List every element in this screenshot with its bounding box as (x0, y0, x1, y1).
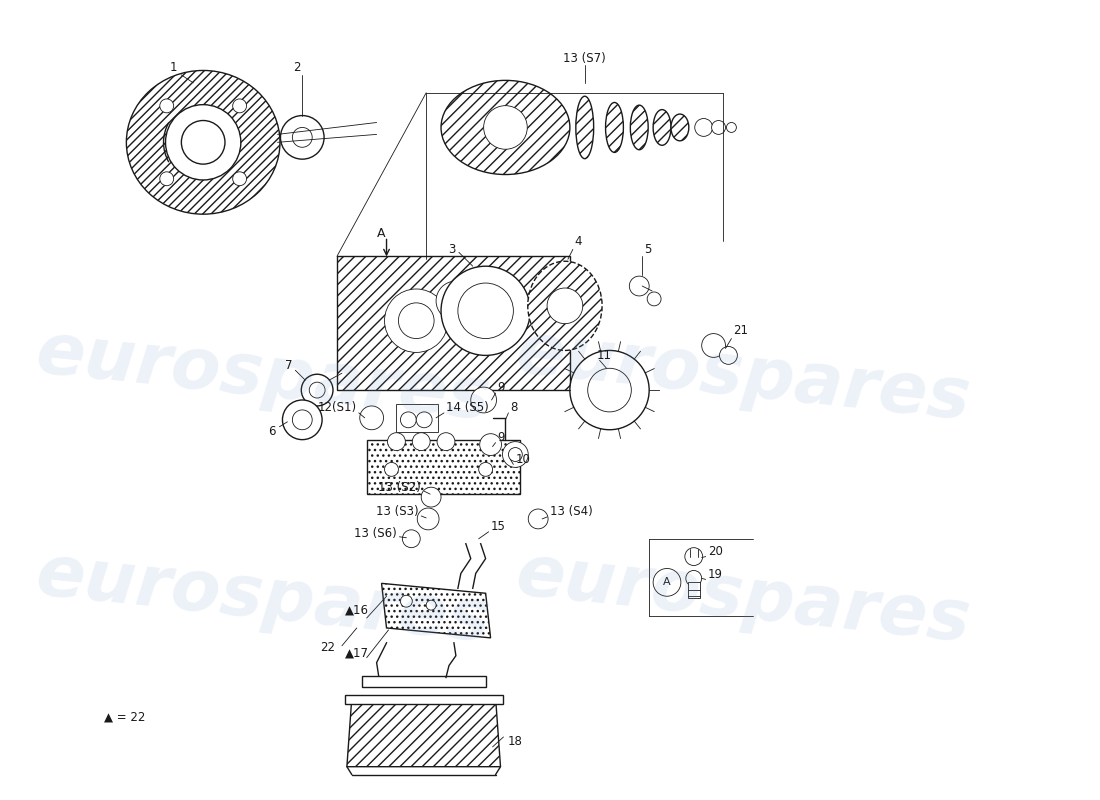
Circle shape (647, 292, 661, 306)
Text: 19: 19 (707, 568, 723, 581)
Bar (366, 440, 520, 494)
Text: 6: 6 (268, 426, 275, 438)
Bar (362, 675, 485, 687)
Text: 4: 4 (575, 235, 582, 248)
Text: ▲16: ▲16 (345, 604, 368, 617)
Text: 5: 5 (645, 243, 651, 256)
Text: 15: 15 (491, 520, 506, 534)
Circle shape (293, 127, 312, 147)
Ellipse shape (441, 80, 570, 174)
Polygon shape (382, 583, 491, 638)
Circle shape (570, 350, 649, 430)
Text: ▲ = 22: ▲ = 22 (104, 710, 145, 724)
Circle shape (436, 281, 475, 321)
Circle shape (160, 172, 174, 186)
Circle shape (165, 105, 241, 180)
Bar (396, 404, 438, 432)
Bar (337, 256, 570, 390)
Circle shape (629, 276, 649, 296)
Circle shape (309, 382, 326, 398)
Text: 12(S1): 12(S1) (318, 402, 356, 414)
Circle shape (484, 106, 527, 150)
Text: A: A (663, 578, 671, 587)
Text: eurospares: eurospares (33, 318, 494, 434)
Bar (688, 582, 700, 598)
Circle shape (719, 346, 737, 364)
Text: 18: 18 (507, 735, 522, 749)
Text: 21: 21 (734, 324, 748, 337)
Text: 13 (S7): 13 (S7) (563, 51, 606, 65)
Circle shape (653, 569, 681, 596)
Polygon shape (345, 695, 504, 704)
Ellipse shape (575, 96, 594, 158)
Circle shape (412, 433, 430, 450)
Circle shape (508, 447, 522, 462)
Text: 8: 8 (510, 402, 518, 414)
Ellipse shape (671, 114, 689, 141)
Text: eurospares: eurospares (33, 540, 494, 657)
Circle shape (400, 595, 412, 607)
Circle shape (385, 462, 398, 476)
Ellipse shape (606, 102, 624, 153)
Circle shape (441, 266, 530, 355)
Circle shape (503, 442, 528, 467)
Text: 13 (S4): 13 (S4) (550, 506, 593, 518)
Text: 13 (S2): 13 (S2) (378, 481, 421, 494)
Circle shape (480, 434, 502, 455)
Circle shape (458, 283, 514, 338)
Circle shape (528, 509, 548, 529)
Text: 13 (S6): 13 (S6) (354, 527, 396, 540)
Circle shape (695, 118, 713, 136)
Circle shape (417, 508, 439, 530)
Ellipse shape (528, 262, 602, 350)
Text: eurospares: eurospares (513, 318, 974, 434)
Text: ▲17: ▲17 (345, 646, 368, 659)
Circle shape (587, 368, 631, 412)
Text: 13 (S3): 13 (S3) (375, 506, 418, 518)
Text: 2: 2 (294, 62, 301, 74)
Circle shape (301, 374, 333, 406)
Text: A: A (377, 227, 386, 240)
Circle shape (182, 121, 225, 164)
Ellipse shape (630, 105, 648, 150)
Circle shape (387, 433, 406, 450)
Circle shape (233, 172, 246, 186)
Text: eurospares: eurospares (513, 540, 974, 657)
Text: 22: 22 (320, 642, 336, 654)
Text: 10: 10 (516, 453, 530, 466)
Circle shape (416, 412, 432, 428)
Circle shape (547, 288, 583, 324)
Ellipse shape (126, 70, 280, 214)
Polygon shape (346, 698, 500, 766)
Circle shape (712, 121, 726, 134)
Circle shape (685, 548, 703, 566)
Circle shape (478, 462, 493, 476)
Text: 3: 3 (449, 243, 455, 256)
Circle shape (421, 487, 441, 507)
Circle shape (160, 99, 174, 113)
Circle shape (437, 433, 455, 450)
Circle shape (726, 122, 736, 133)
Circle shape (702, 334, 726, 358)
Text: 7: 7 (285, 359, 293, 372)
Circle shape (293, 410, 312, 430)
Circle shape (280, 115, 324, 159)
Circle shape (233, 99, 246, 113)
Circle shape (471, 387, 496, 413)
Text: 9: 9 (497, 381, 505, 394)
Circle shape (685, 570, 702, 586)
Text: 1: 1 (169, 62, 177, 74)
Ellipse shape (653, 110, 671, 146)
Text: 9: 9 (497, 431, 505, 444)
Text: 11: 11 (596, 349, 612, 362)
Circle shape (403, 530, 420, 548)
Circle shape (360, 406, 384, 430)
Text: 14 (S5): 14 (S5) (446, 402, 488, 414)
Circle shape (400, 412, 416, 428)
Circle shape (398, 303, 434, 338)
Circle shape (426, 600, 436, 610)
Text: 20: 20 (707, 545, 723, 558)
Circle shape (283, 400, 322, 440)
Circle shape (385, 289, 448, 353)
